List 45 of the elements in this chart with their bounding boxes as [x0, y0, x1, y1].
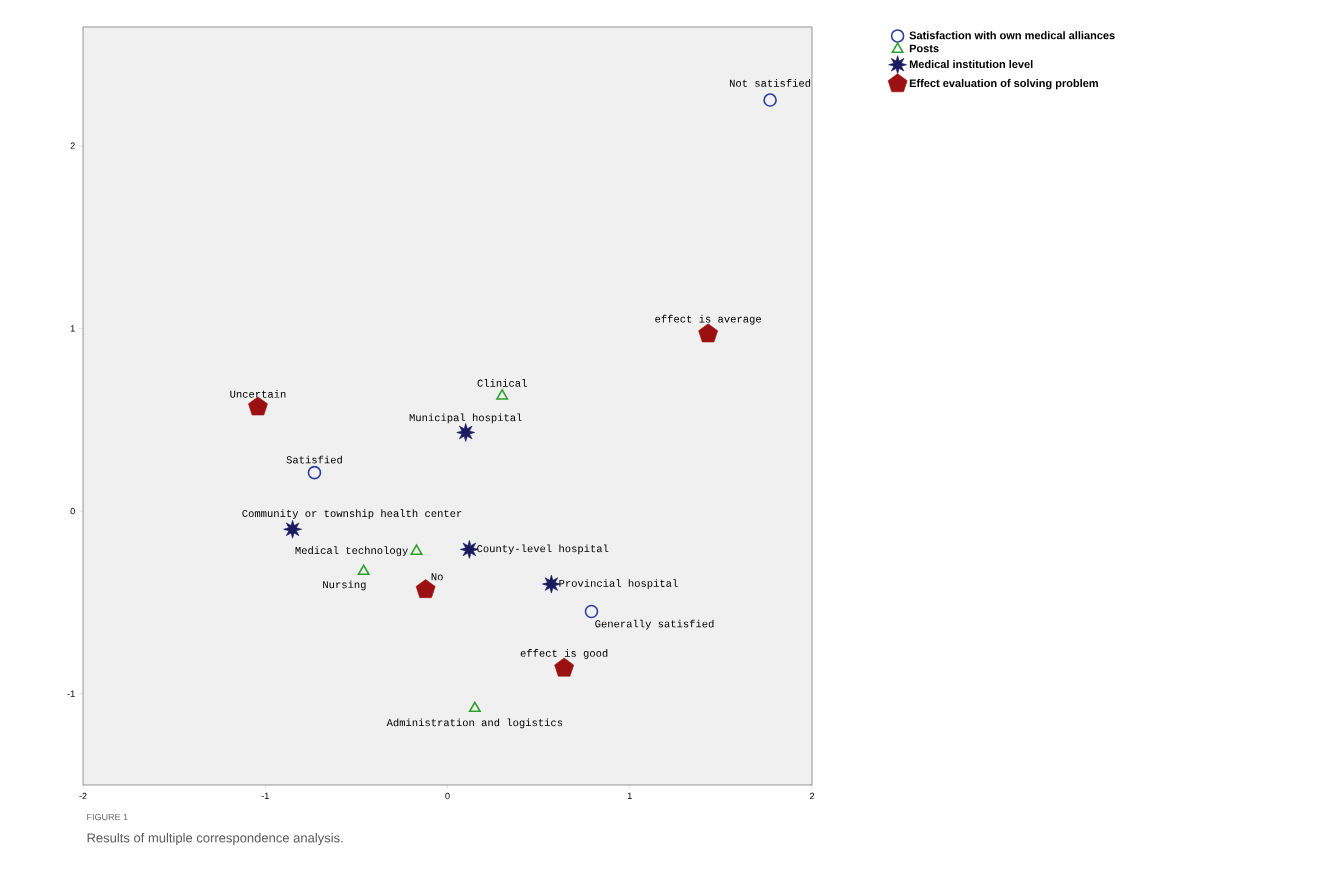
x-tick-label: 0 — [445, 792, 450, 800]
annotation: Nursing — [323, 580, 366, 591]
y-tick-label: 0 — [70, 507, 75, 515]
point — [698, 323, 718, 343]
annotation: effect is good — [520, 649, 608, 659]
point — [584, 604, 599, 619]
point — [456, 423, 476, 442]
annotation: Provincial hospital — [559, 579, 678, 589]
point — [542, 574, 561, 594]
y-tick-label: -1 — [67, 690, 75, 697]
annotation: Satisfied — [286, 455, 342, 464]
annotation: Not satisfied — [729, 79, 811, 87]
x-tick-label: -2 — [79, 792, 87, 800]
point — [763, 93, 777, 107]
point — [357, 564, 370, 576]
annotation: No — [431, 573, 443, 581]
annotation: County-level hospital — [477, 544, 609, 555]
caption: FIGURE 1 — [87, 813, 128, 821]
legend-label: Posts — [909, 44, 939, 53]
annotation: Administration and logistics — [386, 718, 563, 729]
point — [554, 657, 574, 677]
legend-label: Medical institution level — [909, 60, 1033, 69]
annotation: Medical technology — [295, 546, 408, 557]
point — [307, 465, 322, 480]
text: Results of multiple correspondence analysis. — [87, 832, 343, 846]
point — [283, 519, 302, 539]
annotation: Municipal hospital — [409, 413, 522, 424]
annotation: Community or township health center — [242, 509, 462, 520]
point — [415, 579, 436, 598]
legend-label: Satisfaction with own medical alliances — [909, 31, 1115, 40]
x-tick-label: -1 — [261, 792, 269, 799]
point — [410, 544, 423, 555]
x-tick-label: 2 — [809, 792, 815, 800]
x-tick-label: 1 — [627, 792, 632, 799]
annotation: Generally satisfied — [595, 619, 714, 630]
annotation: effect is average — [655, 314, 761, 325]
point — [248, 396, 268, 416]
legend-label: Effect evaluation of solving problem — [909, 79, 1098, 90]
point — [496, 389, 509, 400]
y-tick-label: 2 — [70, 142, 75, 149]
annotation: Uncertain — [230, 390, 286, 398]
point — [460, 540, 479, 559]
annotation: Clinical — [477, 379, 527, 387]
y-tick-label: 1 — [70, 325, 75, 332]
point — [468, 701, 481, 713]
